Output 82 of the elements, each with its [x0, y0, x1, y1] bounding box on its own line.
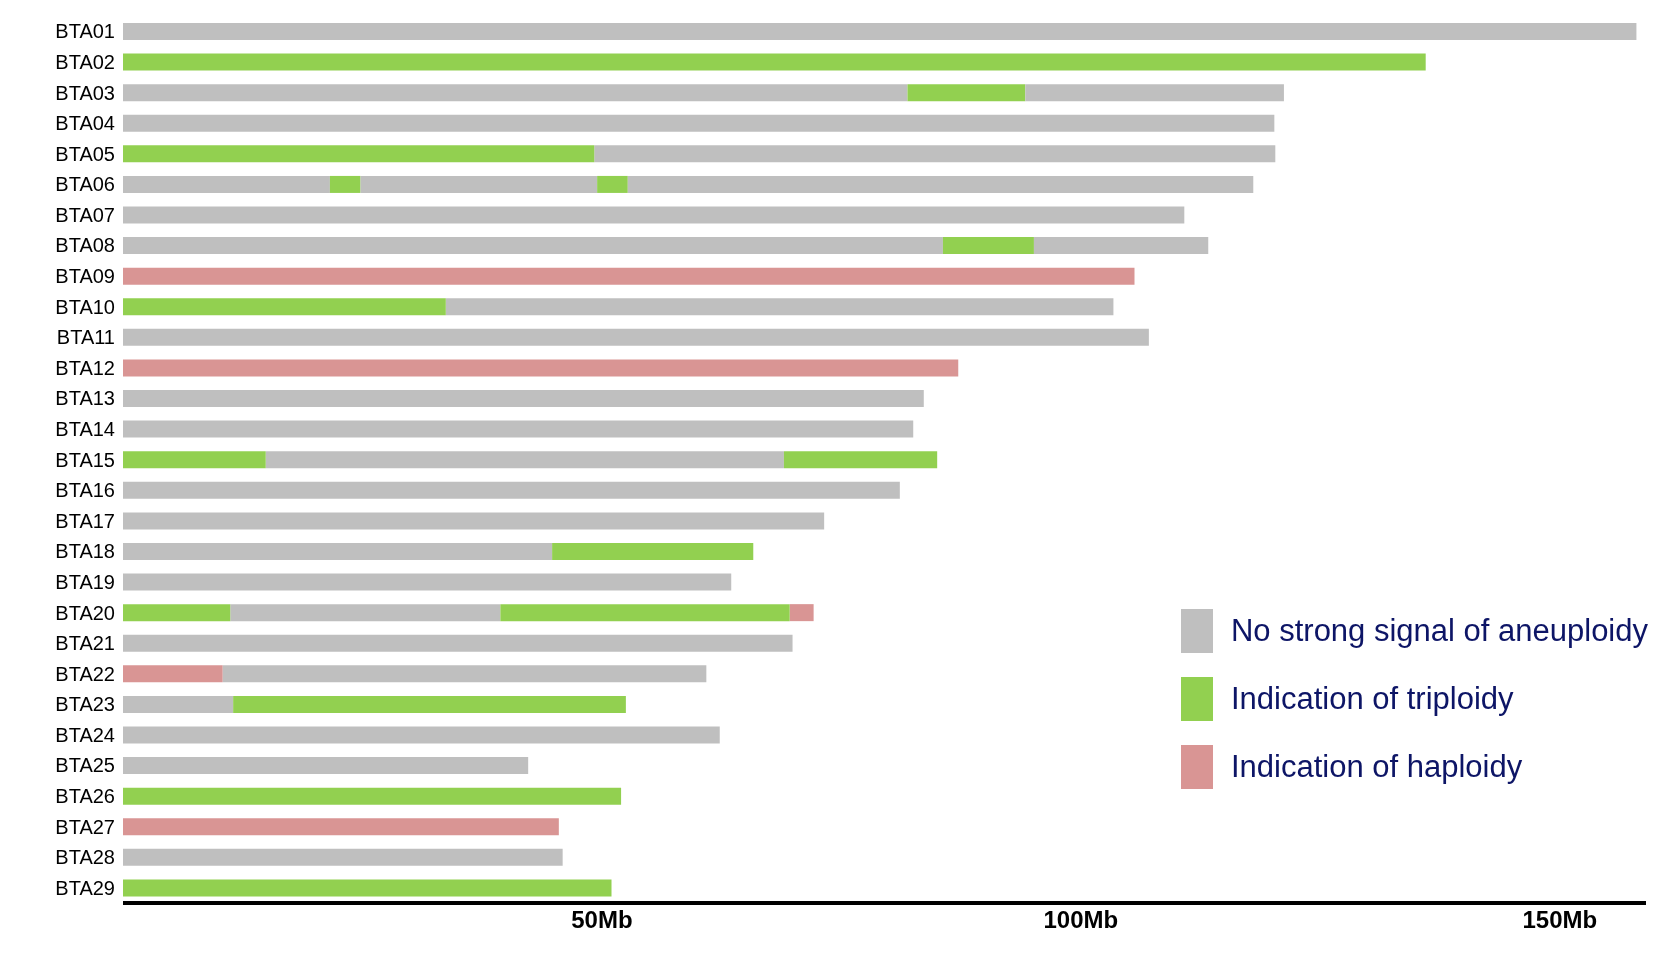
legend-label: Indication of triploidy	[1230, 681, 1514, 717]
y-tick-label: BTA01	[55, 20, 115, 43]
bar	[265, 451, 784, 469]
bar	[907, 84, 1026, 102]
bar	[789, 604, 814, 622]
y-tick-label: BTA04	[55, 112, 115, 135]
y-tick-label: BTA07	[55, 203, 115, 226]
bar	[552, 542, 754, 560]
bar	[123, 390, 924, 408]
bar	[123, 145, 595, 163]
y-tick-label: BTA19	[55, 570, 115, 593]
bar	[783, 451, 938, 469]
y-tick-label: BTA10	[55, 295, 115, 318]
bar	[222, 665, 707, 683]
bar	[123, 328, 1149, 346]
legend-label: No strong signal of aneuploidy	[1230, 613, 1648, 649]
x-tick-label: 150Mb	[1522, 906, 1598, 934]
bar	[123, 542, 553, 560]
y-tick-label: BTA29	[55, 876, 115, 899]
y-tick-label: BTA12	[55, 356, 115, 379]
bar	[445, 298, 1114, 316]
bar	[360, 175, 598, 193]
y-tick-label: BTA02	[55, 50, 115, 73]
bar	[123, 114, 1275, 132]
bar	[123, 787, 622, 805]
bar	[123, 420, 914, 438]
bar	[123, 206, 1185, 224]
bar	[1033, 237, 1209, 255]
y-tick-label: BTA23	[55, 693, 115, 716]
bar	[594, 145, 1276, 163]
bar	[123, 84, 908, 102]
y-tick-label: BTA24	[55, 723, 115, 746]
x-tick-label: 50Mb	[571, 906, 633, 934]
y-tick-label: BTA20	[55, 601, 115, 624]
bar	[123, 267, 1135, 285]
y-tick-label: BTA15	[55, 448, 115, 471]
bar	[123, 665, 223, 683]
legend-label: Indication of haploidy	[1230, 749, 1523, 785]
y-tick-label: BTA22	[55, 662, 115, 685]
bar	[123, 451, 266, 469]
bar	[123, 359, 959, 377]
bar	[233, 695, 626, 713]
bar	[123, 23, 1637, 40]
bar	[123, 175, 330, 193]
y-tick-label: BTA17	[55, 509, 115, 532]
bar	[123, 726, 720, 744]
x-tick-label: 100Mb	[1043, 906, 1119, 934]
y-tick-label: BTA16	[55, 479, 115, 502]
y-tick-label: BTA09	[55, 265, 115, 288]
y-tick-label: BTA21	[55, 632, 115, 655]
bar	[230, 604, 501, 622]
bar	[1025, 84, 1284, 102]
y-tick-label: BTA08	[55, 234, 115, 257]
bar	[329, 175, 361, 193]
bar	[627, 175, 1254, 193]
bar	[123, 695, 234, 713]
bar	[597, 175, 628, 193]
y-tick-label: BTA18	[55, 540, 115, 563]
bar	[942, 237, 1034, 255]
y-tick-label: BTA25	[55, 754, 115, 777]
bar	[123, 634, 793, 652]
bar	[123, 481, 900, 499]
bar	[123, 512, 825, 530]
bar	[123, 573, 732, 591]
y-tick-label: BTA13	[55, 387, 115, 410]
bar	[123, 848, 563, 866]
bar	[500, 604, 790, 622]
bar	[123, 53, 1426, 71]
bar	[123, 879, 612, 897]
y-tick-label: BTA03	[55, 81, 115, 104]
y-tick-label: BTA14	[55, 418, 115, 441]
y-tick-label: BTA05	[55, 142, 115, 165]
bar	[123, 298, 446, 316]
bar	[123, 818, 559, 836]
y-tick-label: BTA06	[55, 173, 115, 196]
bar	[123, 604, 231, 622]
bar	[123, 757, 529, 775]
bar	[123, 237, 943, 255]
y-tick-label: BTA27	[55, 815, 115, 838]
y-tick-label: BTA11	[56, 326, 115, 349]
y-tick-label: BTA26	[55, 785, 115, 808]
y-tick-label: BTA28	[55, 846, 115, 869]
